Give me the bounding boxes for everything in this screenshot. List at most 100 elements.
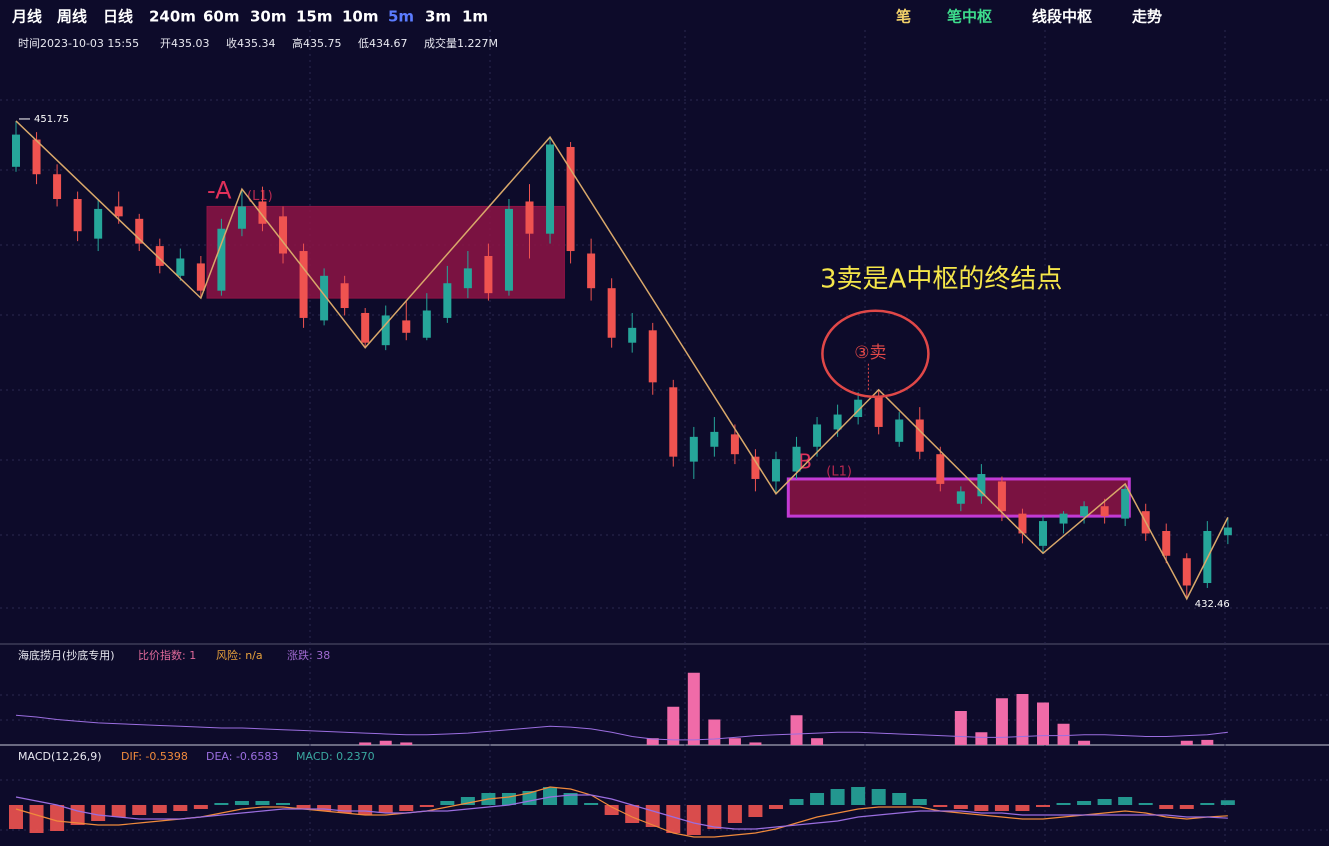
period-button[interactable]: 3m (425, 8, 451, 26)
macd-bar (399, 805, 414, 811)
candle-body (196, 263, 205, 291)
candle-body (504, 208, 513, 291)
layer-toggle[interactable]: 笔 (896, 8, 911, 26)
indicator-bar (1057, 723, 1070, 745)
candle-body (997, 481, 1006, 512)
indicator-bar (1016, 694, 1029, 745)
macd-bar (851, 787, 866, 805)
candle-body (484, 255, 493, 294)
macd-bar (892, 793, 907, 805)
period-button[interactable]: 60m (203, 8, 240, 26)
macd-bar (1097, 799, 1112, 805)
macd-bar (1159, 805, 1174, 809)
signal-label: ③卖 (854, 343, 886, 363)
candle-body (566, 146, 575, 252)
candle-body (237, 206, 246, 229)
layer-toggle[interactable]: 走势 (1132, 8, 1162, 26)
info-field: 收435.34 (226, 36, 276, 50)
macd-bar (584, 803, 599, 805)
indicator-bar (400, 742, 413, 745)
macd-bar (276, 803, 291, 805)
layer-toggle[interactable]: 线段中枢 (1032, 8, 1092, 26)
period-button[interactable]: 周线 (57, 8, 87, 26)
candle-body (730, 434, 739, 455)
macd-bar (912, 799, 927, 805)
macd-bar (419, 805, 434, 807)
macd-bar (604, 805, 619, 815)
indicator-bar (359, 742, 372, 745)
indicator-bar (749, 742, 762, 745)
candle-body (320, 275, 329, 321)
macd-bar (378, 805, 393, 813)
period-button[interactable]: 日线 (103, 8, 133, 26)
macd-bar (317, 805, 332, 811)
candle-body (114, 206, 123, 217)
macd-bar (193, 805, 208, 809)
candle-body (1080, 506, 1089, 517)
candle-body (1121, 488, 1130, 519)
bi-line (15, 120, 1229, 601)
period-button[interactable]: 月线 (11, 8, 42, 26)
info-field: 时间2023-10-03 15:55 (18, 37, 139, 50)
candle-body (443, 283, 452, 318)
macd-bar (9, 805, 23, 829)
candle-body (340, 283, 349, 309)
macd-legend: DEA: -0.6583 (206, 750, 278, 763)
macd-bar (358, 805, 373, 815)
candle-body (94, 208, 103, 239)
indicator-bar (646, 738, 659, 745)
macd-bar (686, 805, 701, 835)
candle-body (936, 454, 945, 484)
candle-body (176, 258, 185, 276)
period-button[interactable]: 1m (462, 8, 488, 26)
indicator-legend: 海底捞月(抄底专用) (18, 648, 115, 662)
macd-legend: DIF: -0.5398 (121, 750, 188, 763)
macd-legend: MACD: 0.2370 (296, 750, 375, 763)
macd-bar (871, 789, 886, 805)
candle-body (1100, 506, 1109, 517)
period-button[interactable]: 240m (149, 8, 196, 26)
macd-bar (214, 803, 229, 805)
macd-bar (707, 805, 722, 829)
candle-body (669, 387, 678, 457)
candle-body (710, 431, 719, 447)
candle-body (73, 199, 82, 232)
zhongshu-level: (L1) (826, 464, 852, 479)
period-button[interactable]: 30m (250, 8, 287, 26)
macd-bar (727, 805, 742, 823)
macd-bar (1200, 803, 1215, 805)
candle-body (587, 253, 596, 289)
macd-line (15, 794, 1228, 830)
info-field: 高435.75 (292, 36, 342, 50)
candle-body (546, 144, 555, 234)
macd-bar (440, 801, 455, 805)
indicator-legend: 风险: n/a (216, 648, 263, 662)
info-field: 低434.67 (358, 37, 408, 50)
indicator-bar (1180, 740, 1193, 745)
macd-bar (501, 793, 516, 805)
candle-body (874, 397, 883, 427)
candle-body (1182, 558, 1191, 586)
layer-toggle[interactable]: 笔中枢 (947, 8, 992, 26)
indicator-bar (728, 738, 741, 745)
macd-bar (460, 797, 475, 805)
candle-body (1018, 513, 1027, 534)
indicator-bar (790, 715, 803, 745)
period-button[interactable]: 5m (388, 8, 414, 26)
candle-body (977, 474, 986, 497)
candle-body (1162, 530, 1171, 556)
period-button[interactable]: 10m (342, 8, 379, 26)
macd-bar (132, 805, 147, 815)
max-price-label: 451.75 (34, 114, 69, 125)
macd-bar (1220, 800, 1235, 805)
candle-body (956, 491, 965, 504)
macd-bar (933, 805, 948, 807)
period-button[interactable]: 15m (296, 8, 333, 26)
macd-bar (789, 799, 804, 805)
macd-bar (234, 801, 249, 805)
info-field: 成交量1.227M (424, 36, 498, 50)
candle-body (1039, 521, 1047, 546)
candle-body (32, 139, 41, 175)
macd-bar (1036, 805, 1050, 807)
